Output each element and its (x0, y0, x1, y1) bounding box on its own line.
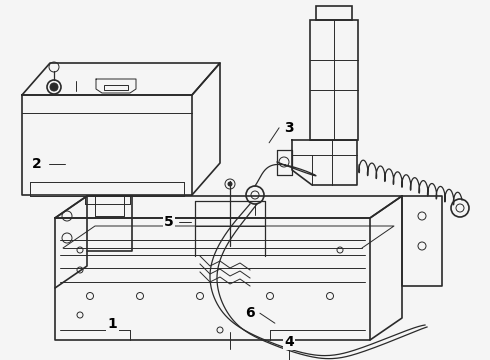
Text: 3: 3 (284, 121, 294, 135)
Text: 5: 5 (164, 216, 174, 229)
Bar (316, 6, 352, 20)
Circle shape (228, 182, 232, 186)
Bar (310, 20, 358, 140)
Text: 4: 4 (284, 335, 294, 349)
Text: 2: 2 (32, 157, 42, 171)
Bar (104, 85, 128, 90)
Circle shape (50, 83, 58, 91)
Text: 1: 1 (108, 317, 118, 331)
Text: 6: 6 (245, 306, 255, 320)
